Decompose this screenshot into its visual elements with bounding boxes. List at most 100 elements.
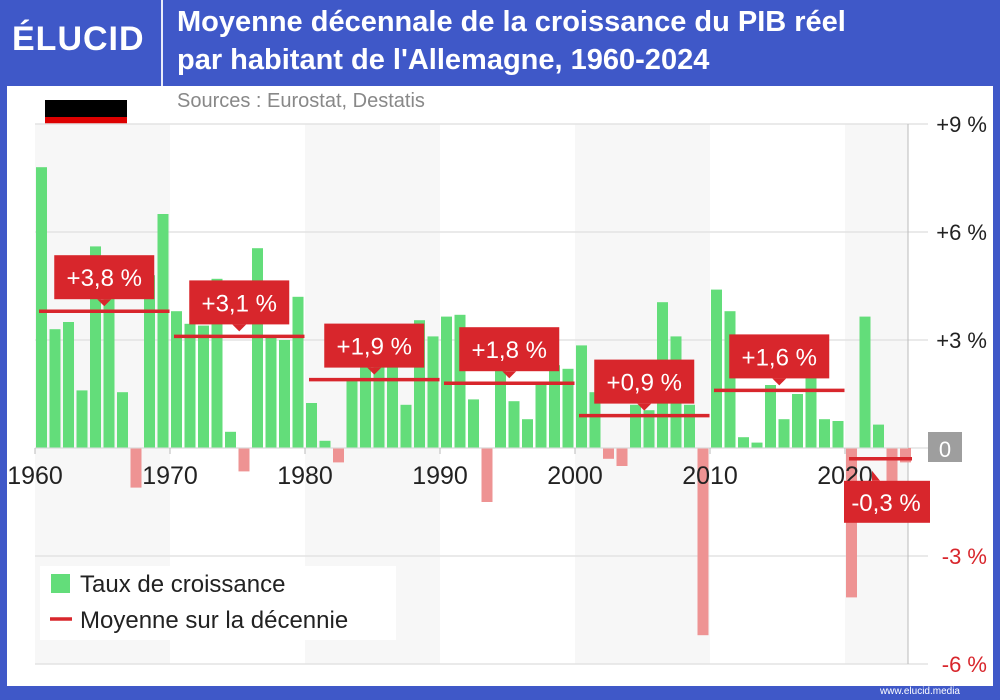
legend-swatch-growth	[51, 574, 70, 593]
bar-1971	[184, 323, 196, 448]
decade-label: +1,9 %	[337, 334, 412, 361]
decade-label-box	[459, 327, 560, 372]
bar-2014	[765, 385, 776, 448]
bar-2010	[711, 289, 722, 448]
legend-label-average: Moyenne sur la décennie	[80, 607, 348, 634]
bar-1991	[454, 314, 466, 448]
bar-1988	[414, 320, 425, 448]
header-divider	[161, 0, 163, 86]
bar-2005	[643, 410, 655, 448]
footer-url: www.elucid.media	[879, 686, 960, 697]
bar-1981	[319, 440, 331, 448]
bar-2017	[805, 376, 817, 448]
decade-label-pointer	[97, 299, 112, 307]
bar-1984	[360, 343, 371, 448]
bar-1989	[427, 336, 439, 448]
bar-2008	[684, 404, 695, 448]
y-tick-label: -3 %	[942, 544, 987, 569]
x-tick-label: 1990	[412, 462, 468, 490]
bar-1975	[238, 448, 250, 472]
bar-2016	[792, 394, 803, 448]
decade-label-box	[54, 255, 155, 300]
x-tick-label: 2000	[547, 462, 603, 490]
decade-label-pointer	[872, 470, 880, 481]
decade-label: +3,1 %	[202, 290, 277, 317]
decade-label-pointer	[502, 371, 517, 379]
elucid-logo: ÉLUCID	[12, 20, 145, 58]
bar-1982	[333, 448, 344, 463]
decade-label-pointer	[772, 378, 787, 386]
bar-1965	[103, 286, 115, 448]
decade-label: +1,8 %	[472, 337, 547, 364]
bar-2004	[630, 404, 641, 448]
bar-1968	[144, 275, 155, 448]
y-tick-label: -6 %	[942, 652, 987, 677]
bar-1979	[292, 296, 304, 448]
decade-label: -0,3 %	[851, 490, 920, 517]
bar-1996	[522, 419, 533, 448]
decade-label: +0,9 %	[607, 370, 682, 397]
y-tick-label: +6 %	[936, 220, 987, 245]
y-tick-label: 0	[939, 437, 951, 462]
bar-1963	[76, 390, 88, 448]
decade-label-pointer	[232, 324, 247, 332]
x-tick-label: 1970	[142, 462, 198, 490]
bar-2023	[886, 448, 898, 484]
y-tick-label: +9 %	[936, 112, 987, 137]
bar-1973	[211, 278, 223, 448]
bar-1961	[49, 329, 61, 448]
bar-2019	[832, 421, 844, 448]
bar-1983	[346, 379, 358, 448]
bar-1986	[387, 343, 398, 448]
bar-1964	[90, 246, 101, 448]
bar-2022	[873, 424, 884, 448]
decade-label-pointer	[637, 403, 652, 411]
bar-2002	[603, 448, 614, 459]
bar-2024	[900, 448, 911, 463]
decade-label-box	[844, 480, 930, 523]
bar-1992	[468, 399, 479, 448]
bar-2012	[738, 437, 749, 448]
bar-1969	[157, 214, 169, 448]
x-tick-label: 1980	[277, 462, 333, 490]
bar-2015	[778, 419, 790, 448]
bar-1999	[562, 368, 574, 448]
bar-1962	[63, 322, 74, 448]
decade-label: +1,6 %	[742, 344, 817, 371]
decade-label-box	[594, 359, 695, 404]
bar-1970	[171, 311, 182, 448]
bar-2011	[724, 311, 736, 448]
bar-2018	[819, 419, 830, 448]
decade-label-pointer	[367, 367, 382, 375]
bar-1987	[400, 404, 412, 448]
bar-1967	[130, 448, 142, 488]
bar-1978	[279, 340, 290, 448]
bar-2009	[697, 448, 709, 636]
bar-1966	[117, 392, 128, 448]
bar-1977	[265, 336, 277, 448]
decade-label-box	[189, 280, 290, 325]
flag-stripe-black	[45, 100, 127, 117]
bar-2000	[576, 345, 587, 448]
decade-label-box	[324, 323, 425, 368]
bar-2013	[751, 442, 763, 448]
bar-1985	[373, 361, 385, 448]
bar-1994	[495, 361, 506, 448]
sources-text: Sources : Eurostat, Destatis	[177, 90, 425, 112]
bar-1976	[252, 248, 263, 448]
y-tick-label: +3 %	[936, 328, 987, 353]
x-tick-label: 1960	[7, 462, 63, 490]
bar-2003	[616, 448, 628, 466]
title-line-1: Moyenne décennale de la croissance du PI…	[177, 6, 846, 38]
bar-2021	[859, 316, 871, 448]
bar-1998	[549, 365, 560, 448]
chart-title: Moyenne décennale de la croissance du PI…	[177, 3, 846, 79]
bar-1974	[225, 431, 236, 448]
header: ÉLUCID Moyenne décennale de la croissanc…	[0, 0, 1000, 86]
bar-1995	[508, 401, 520, 448]
decade-label-box	[729, 334, 830, 379]
legend-label-growth: Taux de croissance	[80, 571, 285, 598]
bar-1972	[198, 325, 209, 448]
title-line-2: par habitant de l'Allemagne, 1960-2024	[177, 44, 710, 76]
